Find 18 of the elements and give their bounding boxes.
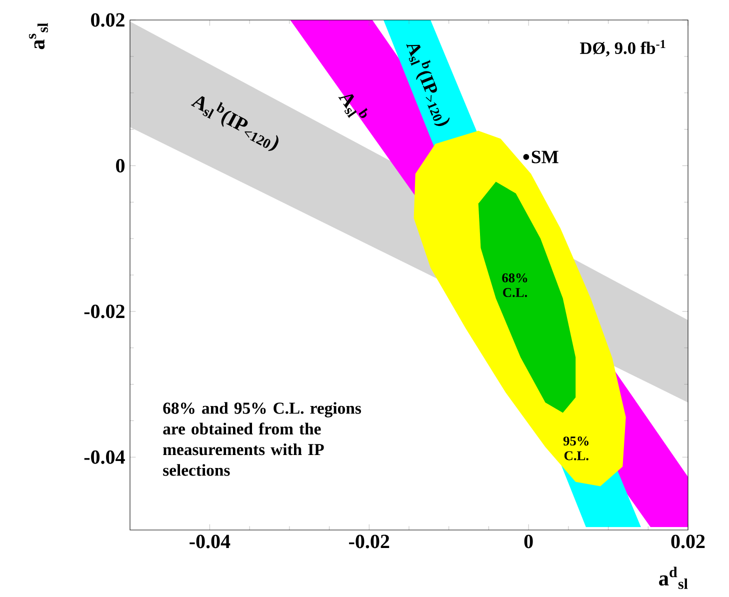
- x-tick-label: -0.02: [349, 534, 390, 548]
- series-label: A$_{sl}$b: [338, 94, 368, 118]
- x-tick-label: -0.04: [190, 534, 230, 548]
- x-tick-label: 0: [524, 534, 533, 548]
- y-axis-title: a$^{s}$sl: [28, 22, 48, 50]
- text: DØ, 9.0 fb$^{-1}$: [580, 40, 666, 57]
- x-tick-label: 0.02: [671, 534, 705, 548]
- y-tick-label: 0: [116, 158, 125, 172]
- y-tick-label: 0.02: [91, 13, 124, 27]
- series-label: 95% C.L.: [563, 436, 588, 460]
- y-tick-label: -0.02: [84, 304, 124, 318]
- series-label: SM: [532, 150, 558, 164]
- x-axis-title: a$^{d}$sl: [659, 566, 688, 590]
- series-label: A$_{sl}$$^{b}$(IP$_{<120}$): [190, 96, 278, 151]
- series-label: A$_{sl}$$^{b}$(IP$_{>120}$): [406, 44, 450, 126]
- y-tick-label: -0.04: [84, 450, 125, 464]
- series-label: 68% C.L.: [502, 273, 528, 298]
- annotation: 68% and 95% C.L. regions are obtained from the measurements with IP selections: [163, 402, 362, 476]
